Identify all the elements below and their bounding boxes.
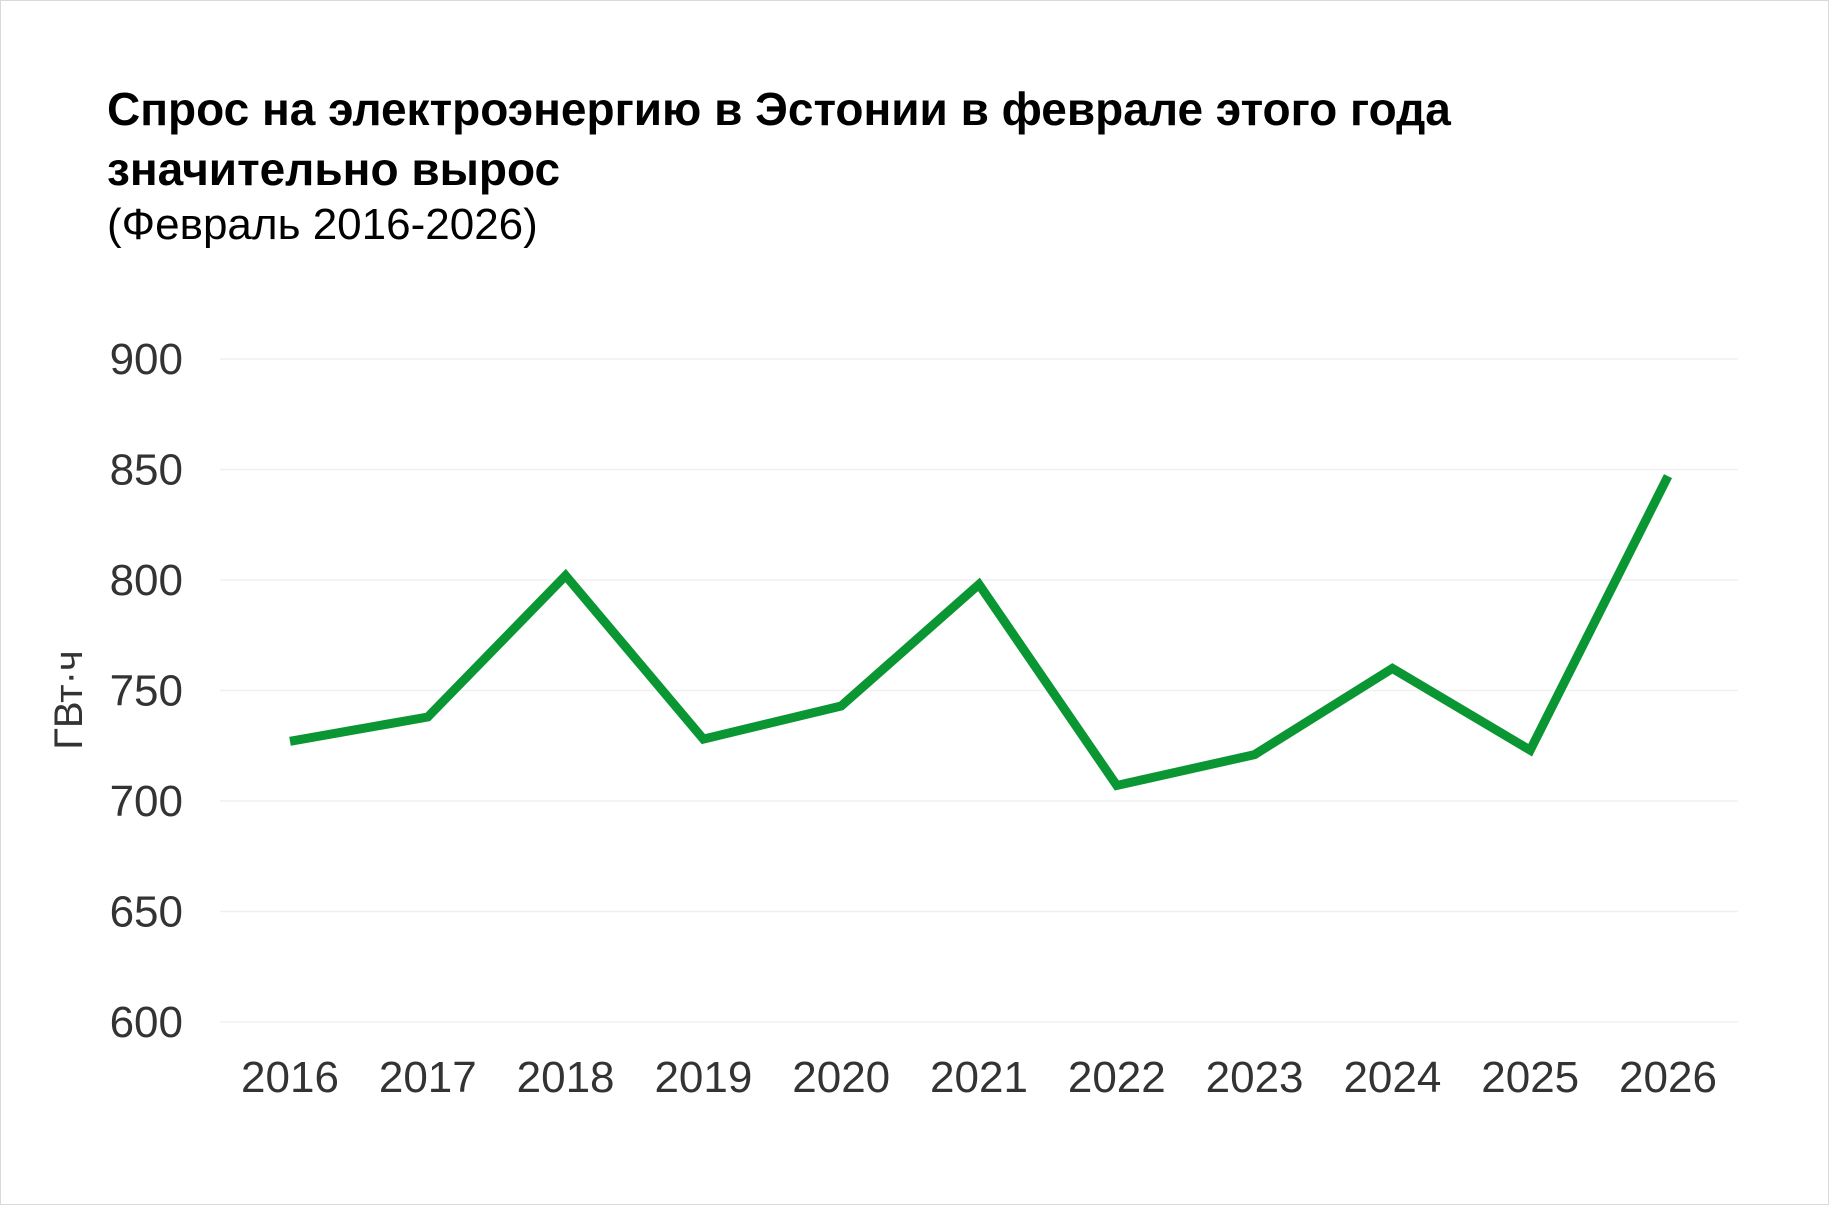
y-tick-900: 900 (110, 335, 183, 384)
x-tick-2023: 2023 (1206, 1053, 1304, 1102)
x-tick-2026: 2026 (1619, 1053, 1717, 1102)
x-tick-2020: 2020 (792, 1053, 890, 1102)
y-tick-700: 700 (110, 777, 183, 826)
x-tick-2024: 2024 (1343, 1053, 1441, 1102)
series-line-0 (289, 474, 1673, 791)
series-group (289, 474, 1673, 791)
y-tick-600: 600 (110, 998, 183, 1047)
gridlines (220, 358, 1738, 1023)
x-tick-2018: 2018 (517, 1053, 615, 1102)
y-axis-label: ГВт·ч (47, 650, 91, 750)
x-tick-2022: 2022 (1068, 1053, 1166, 1102)
y-tick-800: 800 (110, 556, 183, 605)
x-axis-ticks: 2016 2017 2018 2019 2020 2021 2022 2023 2024 2025… (241, 1053, 1717, 1102)
chart-title: Спрос на электроэнергию в Эстонии в февр… (107, 83, 1451, 195)
x-tick-2019: 2019 (654, 1053, 752, 1102)
y-tick-750: 750 (110, 667, 183, 716)
y-tick-850: 850 (110, 446, 183, 495)
x-tick-2017: 2017 (379, 1053, 477, 1102)
x-tick-2016: 2016 (241, 1053, 339, 1102)
x-tick-2021: 2021 (930, 1053, 1028, 1102)
x-tick-2025: 2025 (1481, 1053, 1579, 1102)
y-tick-650: 650 (110, 888, 183, 937)
chart-subtitle: (Февраль 2016-2026) (107, 200, 538, 249)
y-axis-ticks: 900 850 800 750 700 650 600 (110, 335, 183, 1047)
